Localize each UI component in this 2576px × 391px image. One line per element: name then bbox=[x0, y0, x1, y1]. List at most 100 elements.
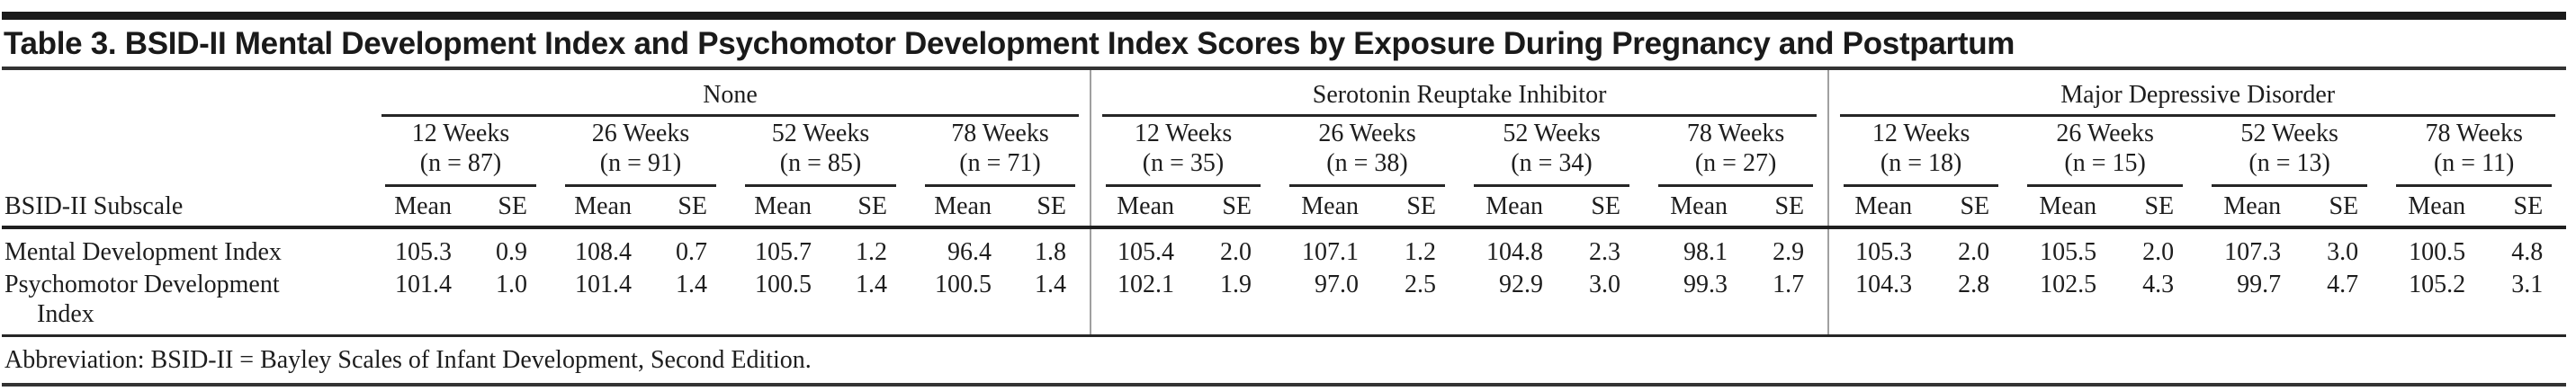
week-label: 26 Weeks bbox=[2056, 120, 2154, 147]
value-cell: 1.4 bbox=[1035, 271, 1067, 298]
exposure-group-header-row: BSID-II Subscale None Serotonin Reuptake… bbox=[2, 70, 2567, 229]
n-label: (n = 85) bbox=[779, 149, 862, 177]
top-accent-bar bbox=[2, 12, 2566, 20]
se-header: SE bbox=[475, 187, 551, 229]
table-row-psychomotor-development-index: Psychomotor Development Index 101.4 1.0 10… bbox=[2, 267, 2566, 336]
footnote-row: Abbreviation: BSID-II = Bayley Scales of… bbox=[2, 334, 2567, 387]
week-header: 26 Weeks (n = 15) bbox=[2013, 117, 2197, 187]
value-cell: 101.4 bbox=[395, 271, 452, 298]
group-header-none: None bbox=[371, 70, 1091, 117]
n-label: (n = 71) bbox=[959, 149, 1041, 177]
n-label: (n = 13) bbox=[2248, 149, 2330, 177]
se-header: SE bbox=[1382, 187, 1460, 229]
mean-header: Mean bbox=[2197, 187, 2305, 229]
value-cell: 98.1 bbox=[1683, 238, 1728, 266]
week-label: 78 Weeks bbox=[2425, 120, 2523, 147]
mean-header: Mean bbox=[371, 187, 475, 229]
value-cell: 4.3 bbox=[2142, 271, 2175, 298]
value-cell: 1.4 bbox=[676, 271, 707, 298]
value-cell: 1.2 bbox=[1405, 238, 1437, 266]
week-header: 52 Weeks (n = 85) bbox=[731, 117, 911, 187]
value-cell: 104.3 bbox=[1827, 267, 1936, 336]
value-cell: 97.0 bbox=[1315, 271, 1360, 298]
n-label: (n = 18) bbox=[1880, 149, 1962, 177]
week-header: 12 Weeks (n = 87) bbox=[371, 117, 551, 187]
value-cell: 3.1 bbox=[2511, 271, 2544, 298]
group-label-sri: Serotonin Reuptake Inhibitor bbox=[1102, 81, 1818, 117]
value-cell: 2.5 bbox=[1405, 271, 1437, 298]
value-cell: 102.1 bbox=[1090, 267, 1198, 336]
value-cell: 4.7 bbox=[2327, 271, 2359, 298]
value-cell: 96.4 bbox=[947, 238, 992, 266]
value-cell: 1.2 bbox=[856, 238, 887, 266]
value-cell: 105.7 bbox=[755, 238, 812, 266]
value-cell: 108.4 bbox=[575, 238, 632, 266]
bsid-table: BSID-II Subscale None Serotonin Reuptake… bbox=[2, 70, 2567, 387]
se-header: SE bbox=[1751, 187, 1829, 229]
value-cell: 1.8 bbox=[1035, 238, 1067, 266]
week-header: 12 Weeks (n = 35) bbox=[1090, 117, 1276, 187]
week-label: 12 Weeks bbox=[411, 120, 510, 147]
value-cell: 2.0 bbox=[1220, 238, 1252, 266]
n-label: (n = 27) bbox=[1694, 149, 1777, 177]
week-label: 26 Weeks bbox=[591, 120, 690, 147]
value-cell: 2.0 bbox=[2142, 238, 2175, 266]
se-header: SE bbox=[1198, 187, 1276, 229]
row-label-continuation: Index bbox=[37, 300, 94, 328]
mean-se-header-row: Mean SE Mean SE Mean SE Mean SE Mean SE Mean S… bbox=[2, 187, 2567, 229]
value-cell: 105.3 bbox=[1827, 227, 1936, 267]
group-label-none: None bbox=[381, 81, 1080, 117]
row-label: Mental Development Index bbox=[4, 238, 282, 266]
timepoint-header-row: 12 Weeks (n = 87) 26 Weeks (n = 91) 52 Wee… bbox=[2, 117, 2566, 187]
group-header-sri: Serotonin Reuptake Inhibitor bbox=[1090, 70, 1829, 117]
week-header: 78 Weeks (n = 71) bbox=[911, 117, 1091, 187]
week-header: 26 Weeks (n = 38) bbox=[1275, 117, 1459, 187]
value-cell: 105.2 bbox=[2409, 271, 2466, 298]
value-cell: 105.3 bbox=[395, 238, 452, 266]
week-label: 52 Weeks bbox=[2240, 120, 2338, 147]
se-header: SE bbox=[2489, 187, 2567, 229]
value-cell: 105.4 bbox=[1090, 227, 1198, 267]
value-cell: 1.7 bbox=[1773, 271, 1805, 298]
value-cell: 3.0 bbox=[2327, 238, 2359, 266]
value-cell: 4.8 bbox=[2511, 238, 2544, 266]
value-cell: 107.1 bbox=[1302, 238, 1360, 266]
value-cell: 1.4 bbox=[856, 271, 887, 298]
mean-header: Mean bbox=[1459, 187, 1567, 229]
value-cell: 2.3 bbox=[1589, 238, 1621, 266]
n-label: (n = 11) bbox=[2433, 149, 2515, 177]
value-cell: 2.8 bbox=[1958, 271, 1990, 298]
mean-header: Mean bbox=[1827, 187, 1936, 229]
mean-header: Mean bbox=[2382, 187, 2490, 229]
mean-header: Mean bbox=[911, 187, 1015, 229]
week-header: 78 Weeks (n = 11) bbox=[2382, 117, 2566, 187]
value-cell: 104.8 bbox=[1486, 238, 1544, 266]
value-cell: 1.0 bbox=[496, 271, 527, 298]
se-header: SE bbox=[655, 187, 731, 229]
value-cell: 100.5 bbox=[755, 271, 812, 298]
week-label: 12 Weeks bbox=[1134, 120, 1233, 147]
week-header: 52 Weeks (n = 13) bbox=[2197, 117, 2382, 187]
week-label: 12 Weeks bbox=[1871, 120, 1970, 147]
value-cell: 105.5 bbox=[2040, 238, 2097, 266]
value-cell: 2.0 bbox=[1958, 238, 1990, 266]
mean-header: Mean bbox=[551, 187, 655, 229]
value-cell: 99.7 bbox=[2237, 271, 2282, 298]
value-cell: 101.4 bbox=[575, 271, 632, 298]
value-cell: 102.5 bbox=[2040, 271, 2097, 298]
week-header: 12 Weeks (n = 18) bbox=[1827, 117, 2014, 187]
value-cell: 0.9 bbox=[496, 238, 527, 266]
value-cell: 0.7 bbox=[676, 238, 707, 266]
n-label: (n = 15) bbox=[2064, 149, 2146, 177]
week-label: 52 Weeks bbox=[771, 120, 870, 147]
week-header: 26 Weeks (n = 91) bbox=[551, 117, 731, 187]
group-header-mdd: Major Depressive Disorder bbox=[1827, 70, 2567, 117]
n-label: (n = 34) bbox=[1511, 149, 1593, 177]
mean-header: Mean bbox=[1275, 187, 1383, 229]
value-cell: 99.3 bbox=[1683, 271, 1728, 298]
n-label: (n = 35) bbox=[1142, 149, 1225, 177]
group-label-mdd: Major Depressive Disorder bbox=[1840, 81, 2556, 117]
value-cell: 3.0 bbox=[1589, 271, 1621, 298]
subscale-column-header: BSID-II Subscale bbox=[2, 70, 371, 229]
